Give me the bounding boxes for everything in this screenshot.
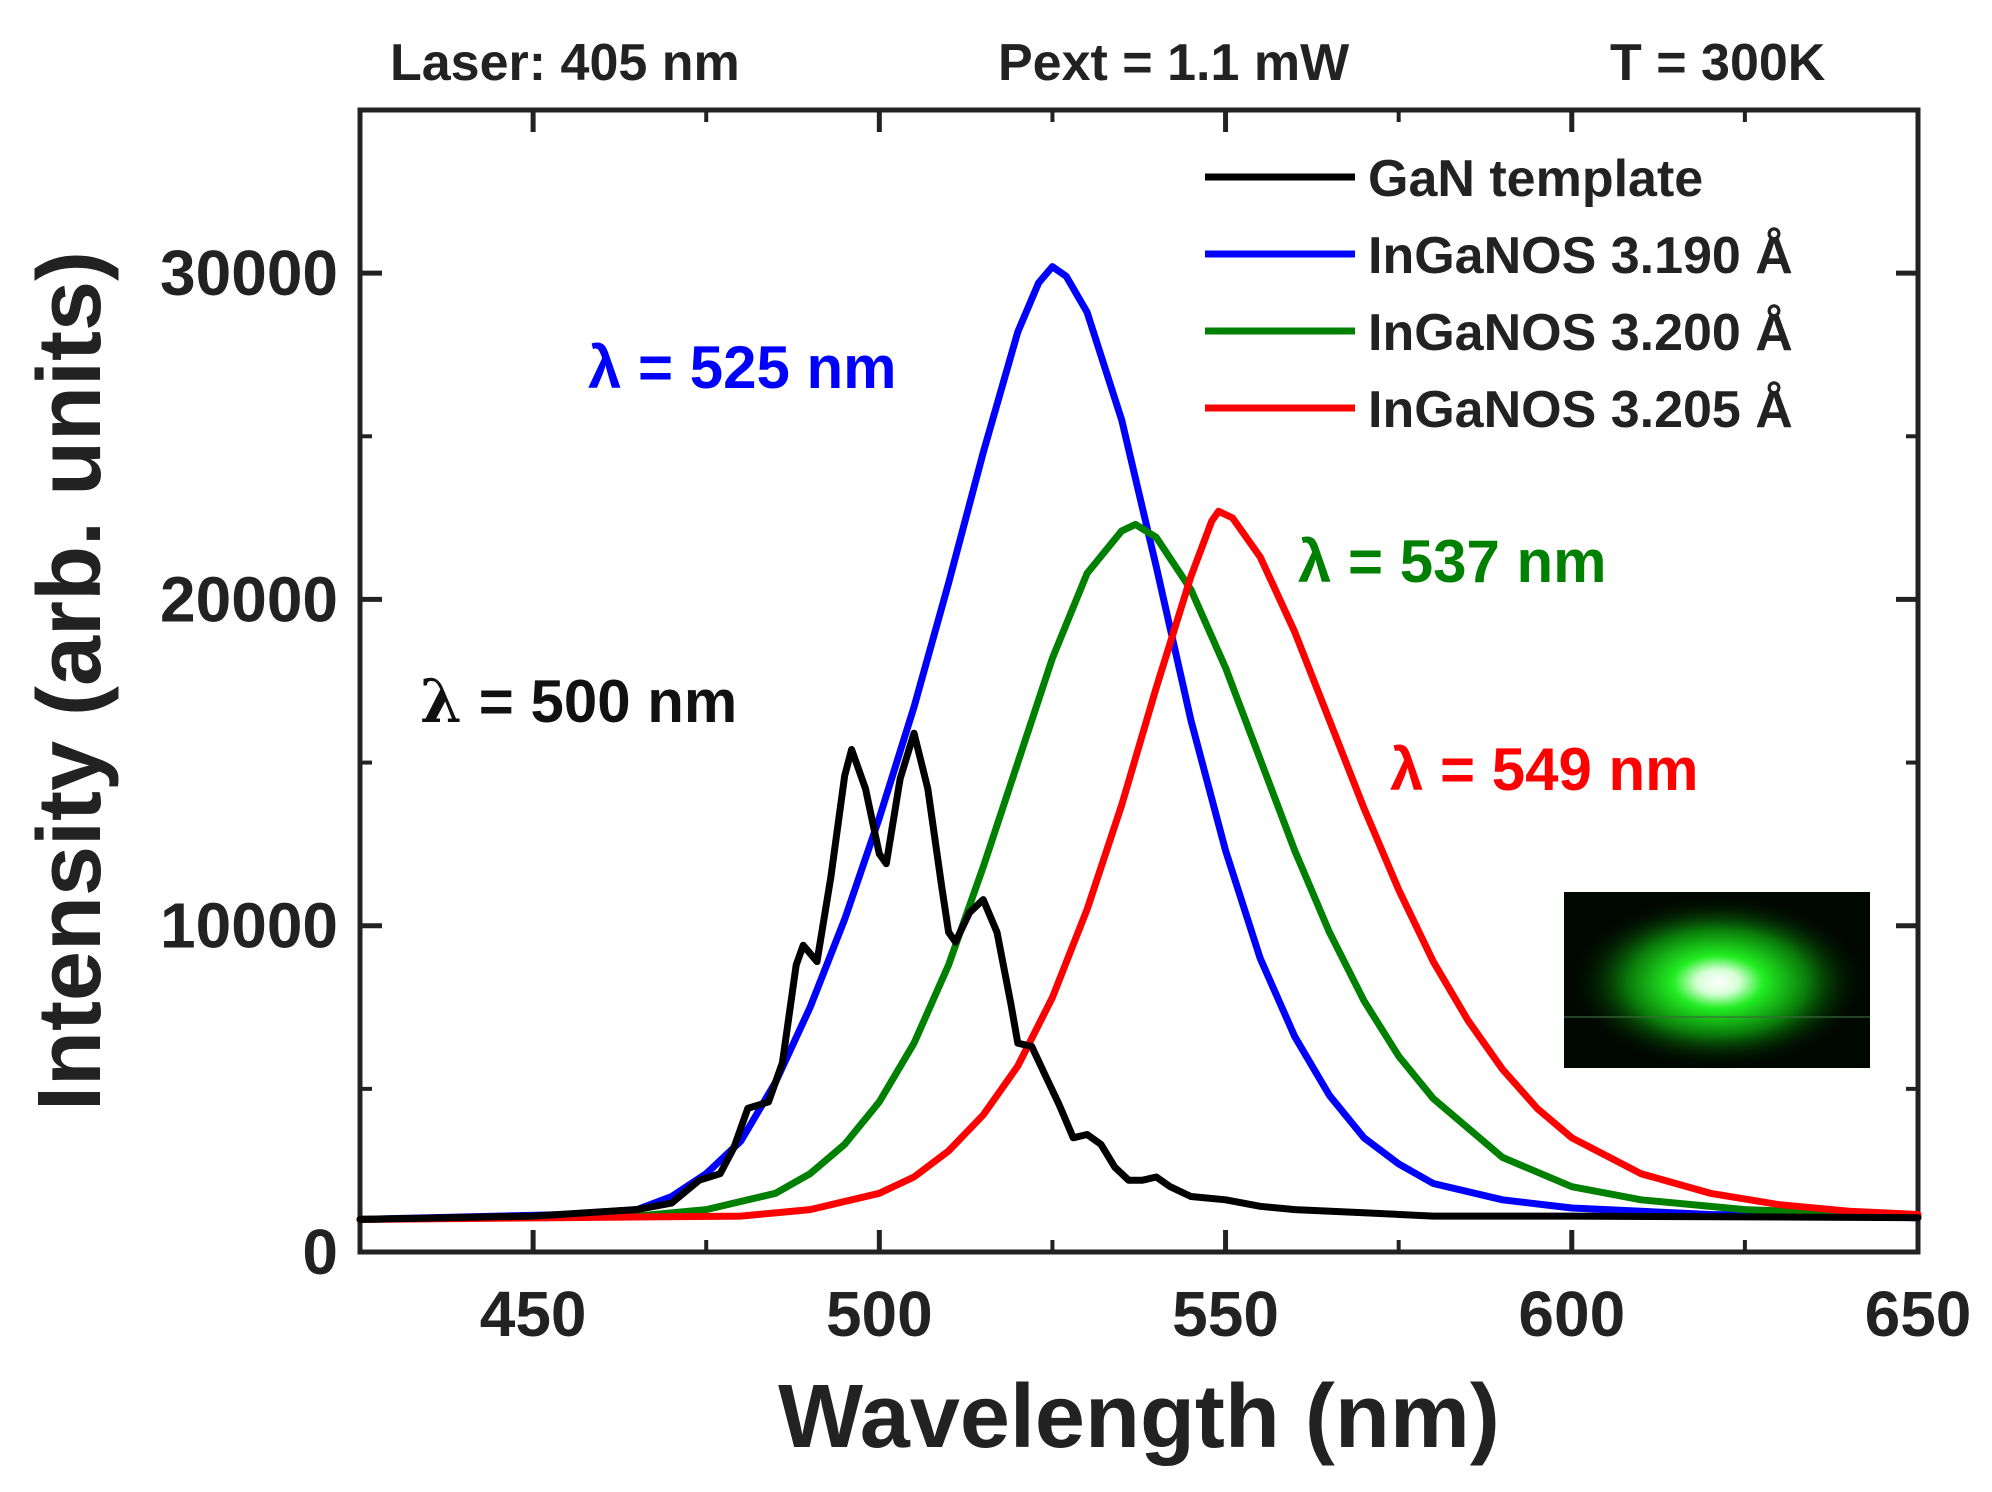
legend-label-3205: InGaNOS 3.205 Å [1368, 381, 1793, 439]
header-temperature: T = 300K [1610, 34, 1826, 92]
plot-frame [357, 107, 1921, 1255]
peak-label-gan: λ = 500 nm [420, 667, 737, 737]
y-tick-label: 30000 [160, 237, 338, 309]
x-axis-ticks: 450 500 550 600 650 [358, 110, 1972, 1350]
x-axis-title: Wavelength (nm) [778, 1367, 1500, 1467]
header-laser: Laser: 405 nm [390, 34, 740, 92]
legend-label-gan: GaN template [1368, 150, 1703, 208]
series-inganos-3200 [356, 520, 1922, 1223]
peak-label-green: λ = 537 nm [1298, 528, 1607, 595]
legend: GaN template InGaNOS 3.190 Å InGaNOS 3.2… [1205, 150, 1793, 439]
x-tick-label: 550 [1172, 1278, 1279, 1350]
y-tick-label: 10000 [160, 890, 338, 962]
peak-label-red: λ = 549 nm [1390, 736, 1699, 803]
peak-label-blue: λ = 525 nm [588, 334, 897, 401]
inset-photo-glow [1568, 894, 1868, 1070]
legend-label-3190: InGaNOS 3.190 Å [1368, 227, 1793, 285]
x-tick-label: 450 [480, 1278, 587, 1350]
x-tick-label: 500 [826, 1278, 933, 1350]
series-inganos-3205 [356, 507, 1922, 1223]
y-tick-label: 20000 [160, 563, 338, 635]
inset-emission-photo [1564, 892, 1870, 1070]
x-tick-label: 600 [1518, 1278, 1625, 1350]
y-axis-title: Intensity (arb. units) [20, 251, 120, 1111]
y-axis-ticks: 0 10000 20000 30000 [160, 237, 1918, 1288]
series-gan-template [356, 729, 1922, 1223]
y-tick-label: 0 [302, 1216, 338, 1288]
x-tick-label: 650 [1865, 1278, 1972, 1350]
header-power: Pext = 1.1 mW [998, 34, 1350, 92]
legend-label-3200: InGaNOS 3.200 Å [1368, 304, 1793, 362]
series-inganos-3190 [356, 263, 1922, 1223]
series-layer [356, 263, 1922, 1223]
